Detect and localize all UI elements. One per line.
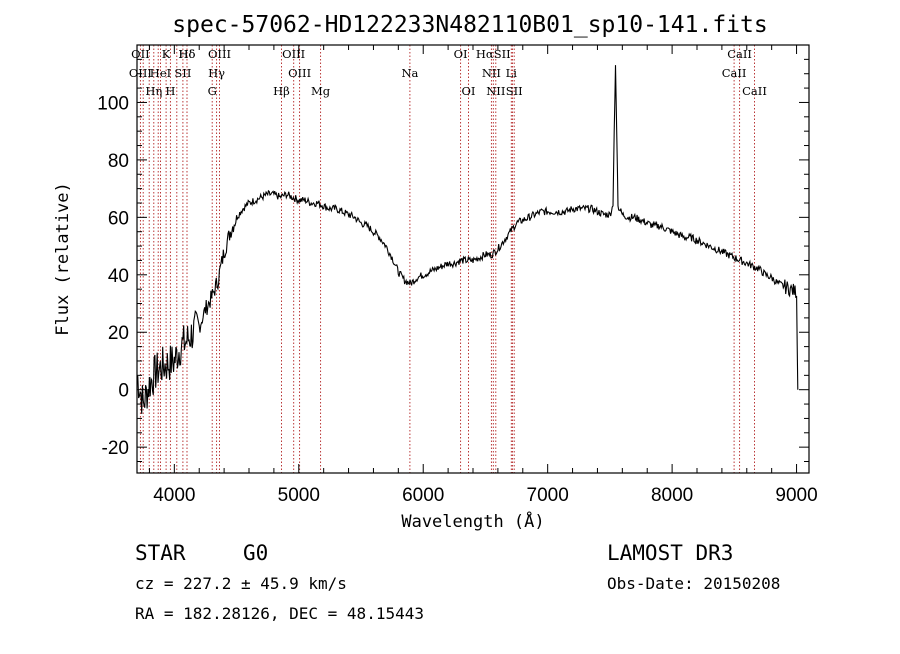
x-axis-label: Wavelength (Å) [401,510,544,532]
spectral-line-label: Mg [311,84,331,98]
spectral-line-label: OIII [282,47,305,61]
y-tick-label: 100 [97,93,129,114]
spectral-line-label: SII [174,66,191,80]
spectral-line-label: NII [482,66,501,80]
y-tick-label: 60 [108,208,129,229]
y-axis-label: Flux (relative) [53,182,73,336]
y-tick-label: 0 [118,381,129,402]
spectral-line-label: SII [506,84,523,98]
spectral-line-label: Na [401,66,418,80]
observation-date: Obs-Date: 20150208 [607,574,780,593]
object-class: STAR [135,541,186,565]
spectral-line-label: Li [506,66,518,80]
spectral-line-label: Hη [145,84,162,98]
spectral-line-label: CaII [742,84,767,98]
spectral-line-label: G [208,84,217,98]
x-tick-label: 5000 [278,485,320,506]
survey-name: LAMOST DR3 [607,541,733,565]
y-tick-label: 80 [108,151,129,172]
spectral-line-label: CaII [722,66,747,80]
object-subclass: G0 [243,541,268,565]
spectrum-line [136,65,799,414]
spectral-line-markers [139,45,755,473]
spectral-line-label: Hγ [208,66,225,80]
x-tick-label: 6000 [402,485,444,506]
x-tick-label: 8000 [651,485,693,506]
y-tick-label: -20 [102,438,129,459]
spectral-line-label: OIII [129,66,152,80]
x-axis-ticks: 4000 5000 6000 7000 8000 9000 [148,45,818,506]
spectral-line-label: OI [454,47,468,61]
spectral-line-label: CaII [727,47,752,61]
spectral-line-label: H [165,84,175,98]
spectral-line-label: OII [131,47,150,61]
spectral-line-label: Hδ [179,47,196,61]
x-tick-label: 9000 [775,485,817,506]
spectral-line-label: OI [462,84,476,98]
y-axis-ticks: -20 0 20 40 60 80 100 [97,58,809,463]
spectral-line-label: K [162,47,171,61]
x-tick-label: 4000 [153,485,195,506]
x-tick-label: 7000 [527,485,569,506]
redshift-info: cz = 227.2 ± 45.9 km/s [135,574,347,593]
y-tick-label: 40 [108,266,129,287]
spectral-line-label: HeI [150,66,171,80]
spectral-line-label: Hδ [179,47,196,61]
chart-title: spec-57062-HD122233N482110B01_sp10-141.f… [172,12,767,38]
spectral-line-label: HαSII [476,47,511,61]
plot-frame [136,44,810,474]
spectral-line-label: Hβ [273,84,290,98]
y-tick-label: 20 [108,323,129,344]
spectral-line-label: OIII [288,66,311,80]
spectral-line-label: OIII [208,47,231,61]
spectral-line-label: NII [486,84,505,98]
coordinates-info: RA = 182.28126, DEC = 48.15443 [135,604,424,623]
